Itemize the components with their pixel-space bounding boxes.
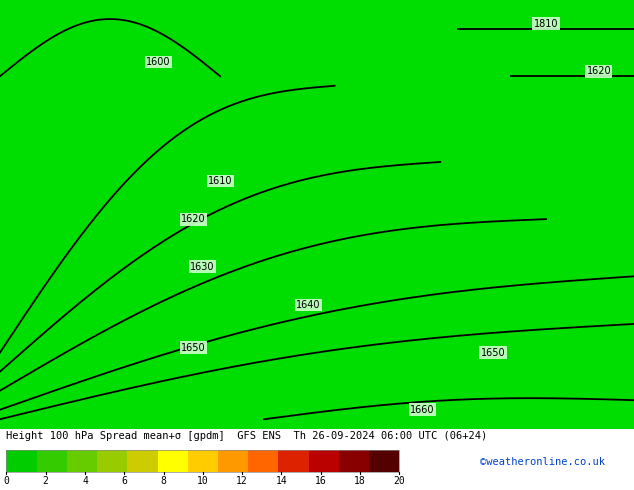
Bar bbox=[309, 450, 339, 471]
Text: 1630: 1630 bbox=[190, 262, 215, 272]
Text: 20: 20 bbox=[394, 476, 405, 486]
Text: ©weatheronline.co.uk: ©weatheronline.co.uk bbox=[479, 458, 605, 467]
Text: 1650: 1650 bbox=[181, 343, 206, 353]
Bar bbox=[157, 450, 188, 471]
Bar bbox=[188, 450, 218, 471]
Text: 18: 18 bbox=[354, 476, 366, 486]
Bar bbox=[6, 450, 399, 471]
Bar bbox=[67, 450, 97, 471]
Text: 16: 16 bbox=[315, 476, 327, 486]
Text: 8: 8 bbox=[160, 476, 167, 486]
Bar bbox=[249, 450, 278, 471]
Bar bbox=[127, 450, 157, 471]
Bar bbox=[6, 450, 37, 471]
Text: 1650: 1650 bbox=[481, 347, 505, 358]
Text: 1810: 1810 bbox=[534, 19, 558, 29]
Text: 14: 14 bbox=[276, 476, 287, 486]
Text: 6: 6 bbox=[121, 476, 127, 486]
Text: 12: 12 bbox=[236, 476, 248, 486]
Text: 4: 4 bbox=[82, 476, 88, 486]
Text: 1600: 1600 bbox=[146, 57, 171, 67]
Bar bbox=[97, 450, 127, 471]
Bar bbox=[37, 450, 67, 471]
Text: 1660: 1660 bbox=[410, 405, 435, 415]
Text: 1640: 1640 bbox=[296, 300, 320, 310]
Text: 1620: 1620 bbox=[181, 214, 206, 224]
Bar bbox=[369, 450, 399, 471]
Bar bbox=[218, 450, 249, 471]
Text: 0: 0 bbox=[3, 476, 10, 486]
Text: 1620: 1620 bbox=[586, 67, 611, 76]
Text: 10: 10 bbox=[197, 476, 209, 486]
Text: 2: 2 bbox=[42, 476, 49, 486]
Text: 1610: 1610 bbox=[208, 176, 233, 186]
Bar bbox=[339, 450, 369, 471]
Bar bbox=[278, 450, 309, 471]
Text: Height 100 hPa Spread mean+σ [gpdm]  GFS ENS  Th 26-09-2024 06:00 UTC (06+24): Height 100 hPa Spread mean+σ [gpdm] GFS … bbox=[6, 431, 488, 441]
